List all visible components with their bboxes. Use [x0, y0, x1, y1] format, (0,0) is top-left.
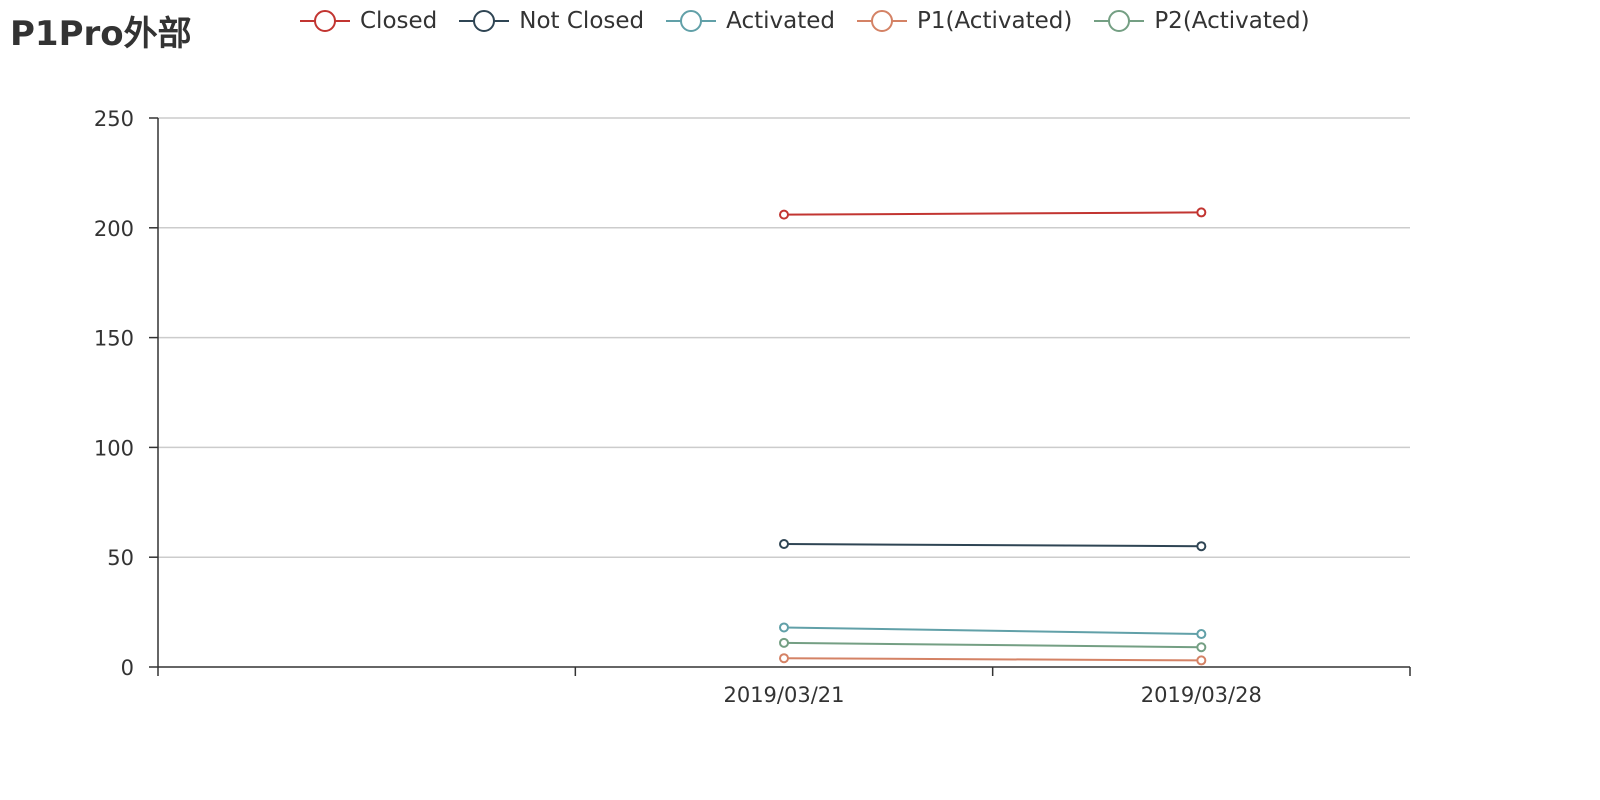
data-point: [779, 637, 789, 648]
legend-label: P2(Activated): [1154, 8, 1310, 34]
x-tick-label: 2019/03/21: [723, 683, 844, 707]
legend-item-activated[interactable]: Activated: [666, 8, 835, 34]
legend-label: P1(Activated): [917, 8, 1073, 34]
data-point: [779, 622, 789, 633]
y-tick-label: 50: [107, 546, 134, 570]
legend-item-closed[interactable]: Closed: [300, 8, 437, 34]
y-tick-label: 0: [121, 656, 134, 680]
legend-item-p1-activated[interactable]: P1(Activated): [857, 8, 1072, 34]
chart-title: P1Pro外部: [10, 14, 192, 54]
series-line-not-closed: [783, 543, 1202, 548]
series-line-p2-activated-: [783, 641, 1202, 649]
legend-marker-icon: [857, 10, 907, 32]
data-point: [1196, 629, 1207, 640]
legend-label: Not Closed: [519, 8, 645, 34]
series-line-p1-activated-: [783, 657, 1202, 662]
grid-lines: [158, 117, 1410, 558]
data-point: [1196, 207, 1207, 218]
legend-item-not-closed[interactable]: Not Closed: [459, 8, 644, 34]
y-tick-label: 150: [94, 327, 134, 351]
legend-marker-icon: [666, 10, 717, 32]
legend-marker-icon: [300, 10, 350, 32]
data-point: [1196, 642, 1207, 653]
data-point: [779, 539, 789, 550]
data-point: [779, 653, 789, 664]
legend-marker-icon: [1094, 10, 1145, 32]
y-tick-label: 250: [94, 107, 134, 131]
legend-item-p2-activated[interactable]: P2(Activated): [1094, 8, 1310, 34]
data-point: [1196, 541, 1207, 552]
series-line-closed: [783, 211, 1202, 216]
data-point: [779, 209, 789, 220]
legend-marker-icon: [459, 10, 510, 32]
series-line-activated: [783, 626, 1202, 636]
legend-label: Activated: [726, 8, 835, 34]
y-tick-label: 100: [94, 436, 134, 460]
axes: 0 50 100 150 200 250 2019/03/21 2019/03/28: [94, 107, 1411, 707]
data-point: [1196, 655, 1207, 666]
series-lines: [779, 207, 1207, 666]
x-tick-label: 2019/03/28: [1141, 683, 1262, 707]
legend-label: Closed: [360, 8, 438, 34]
legend: Closed Not Closed Activated P1(Activated…: [300, 6, 1332, 36]
y-tick-label: 200: [94, 217, 134, 241]
